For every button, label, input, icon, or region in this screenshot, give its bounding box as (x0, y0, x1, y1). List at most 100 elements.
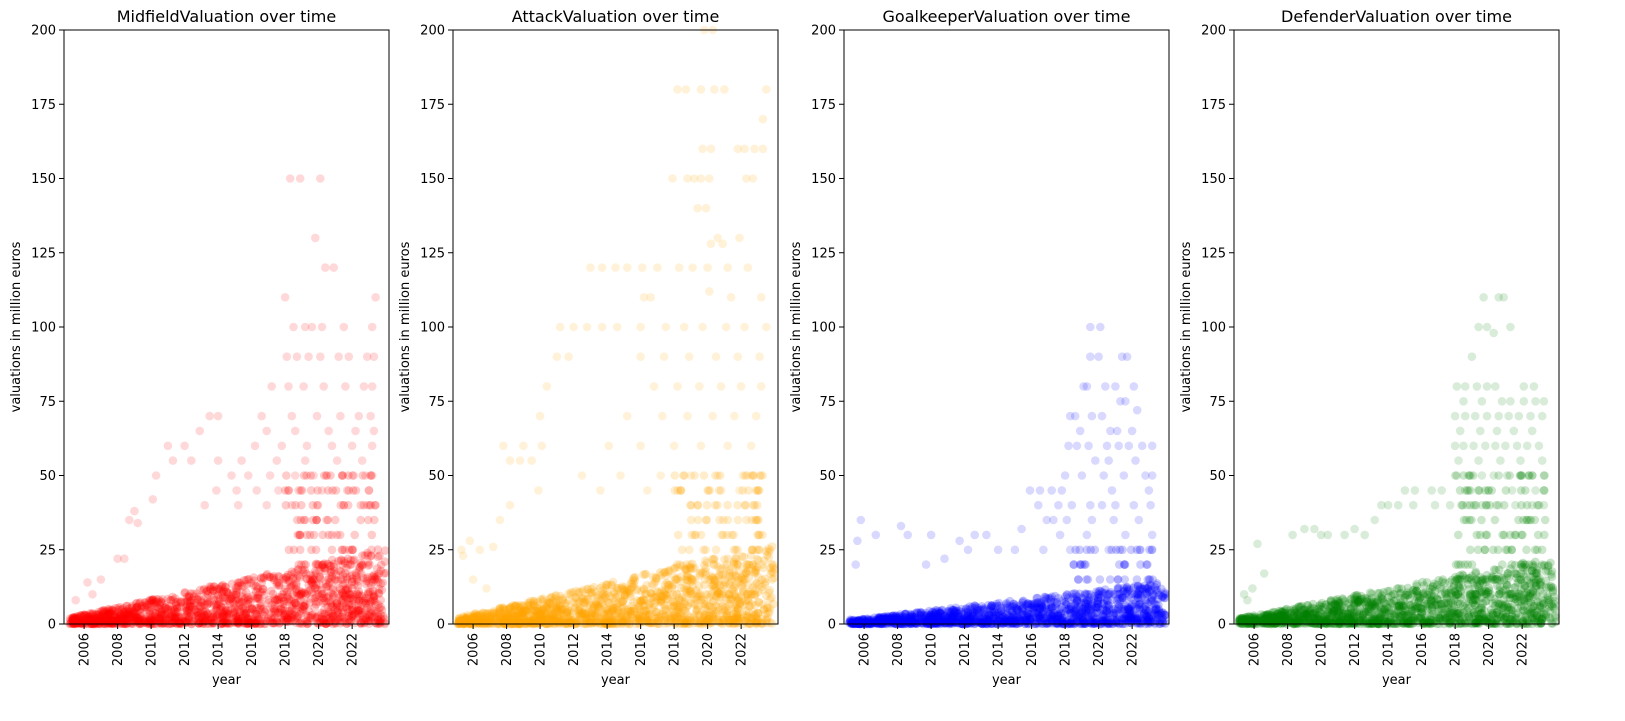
data-point (359, 382, 369, 391)
data-point (184, 605, 194, 614)
data-point (341, 382, 350, 391)
data-point (542, 382, 552, 391)
data-point (494, 609, 504, 619)
y-tick-label: 200 (31, 24, 56, 39)
data-point (758, 144, 768, 154)
x-axis-label: year (992, 673, 1022, 688)
data-point (323, 602, 333, 612)
data-point (716, 382, 726, 391)
data-point (596, 486, 605, 495)
x-tick-label: 2020 (312, 633, 327, 666)
data-point (237, 456, 246, 465)
y-tick-label: 175 (31, 98, 56, 113)
data-point (304, 580, 314, 590)
data-point (271, 595, 281, 604)
data-point (649, 382, 659, 391)
data-point (269, 573, 278, 583)
data-point (333, 576, 343, 586)
data-point (73, 618, 83, 627)
data-point (289, 322, 298, 332)
data-point (379, 569, 389, 578)
data-point (203, 586, 212, 596)
data-point (722, 530, 732, 540)
data-point (465, 536, 475, 546)
scatter-points (453, 25, 779, 629)
data-point (149, 595, 158, 604)
data-point (249, 573, 259, 582)
data-point (132, 612, 142, 622)
data-point (751, 411, 761, 421)
data-point (275, 572, 284, 582)
data-point (345, 593, 354, 603)
data-point (379, 614, 389, 624)
data-point (122, 610, 131, 620)
x-tick-label: 2022 (346, 633, 361, 666)
data-point (357, 456, 367, 465)
data-point (209, 592, 219, 601)
x-tick-label: 2020 (701, 633, 716, 666)
data-point (282, 352, 292, 362)
data-point (169, 604, 178, 613)
data-point (688, 590, 697, 599)
data-point (318, 589, 327, 599)
data-point (705, 174, 714, 183)
data-point (317, 322, 327, 332)
data-point (96, 575, 106, 584)
data-point (313, 618, 322, 628)
data-point (722, 560, 731, 569)
data-point (232, 583, 241, 592)
data-point (120, 610, 129, 620)
data-point (201, 613, 210, 622)
data-point (514, 602, 523, 611)
data-point (347, 560, 356, 569)
data-point (733, 515, 743, 525)
data-point (245, 615, 255, 625)
data-point (252, 486, 261, 495)
data-point (73, 618, 83, 628)
data-point (473, 611, 483, 621)
data-point (326, 565, 335, 575)
data-point (290, 568, 299, 577)
data-point (356, 515, 366, 525)
y-tick-label: 200 (420, 24, 445, 39)
data-point (371, 293, 380, 302)
data-point (340, 558, 350, 568)
data-point (313, 500, 323, 510)
data-point (230, 603, 239, 612)
data-point (122, 614, 132, 623)
data-point (315, 573, 325, 582)
data-point (314, 560, 324, 569)
data-point (324, 560, 333, 569)
data-point (282, 614, 292, 624)
data-point (359, 596, 368, 605)
data-point (350, 555, 359, 564)
data-point (527, 456, 536, 465)
data-point (286, 613, 296, 622)
data-point (362, 574, 371, 584)
data-point (638, 263, 647, 272)
data-point (369, 426, 379, 436)
data-point (636, 441, 645, 451)
data-point (239, 595, 249, 605)
data-point (337, 596, 347, 606)
x-tick-label: 2010 (534, 633, 549, 666)
data-point (171, 598, 181, 607)
data-point (762, 322, 771, 332)
data-point (307, 579, 316, 588)
data-point (1131, 615, 1141, 624)
data-point (289, 545, 299, 555)
data-point (140, 598, 150, 607)
data-point (161, 603, 170, 613)
data-point (135, 599, 144, 608)
data-point (166, 612, 175, 621)
data-point (708, 411, 717, 421)
data-point (702, 590, 711, 599)
data-point (327, 530, 337, 540)
data-point (241, 588, 251, 597)
data-point (505, 456, 515, 465)
data-point (582, 322, 592, 332)
data-point (754, 597, 763, 607)
data-point (166, 605, 176, 615)
data-point (733, 352, 743, 362)
data-point (649, 602, 659, 612)
